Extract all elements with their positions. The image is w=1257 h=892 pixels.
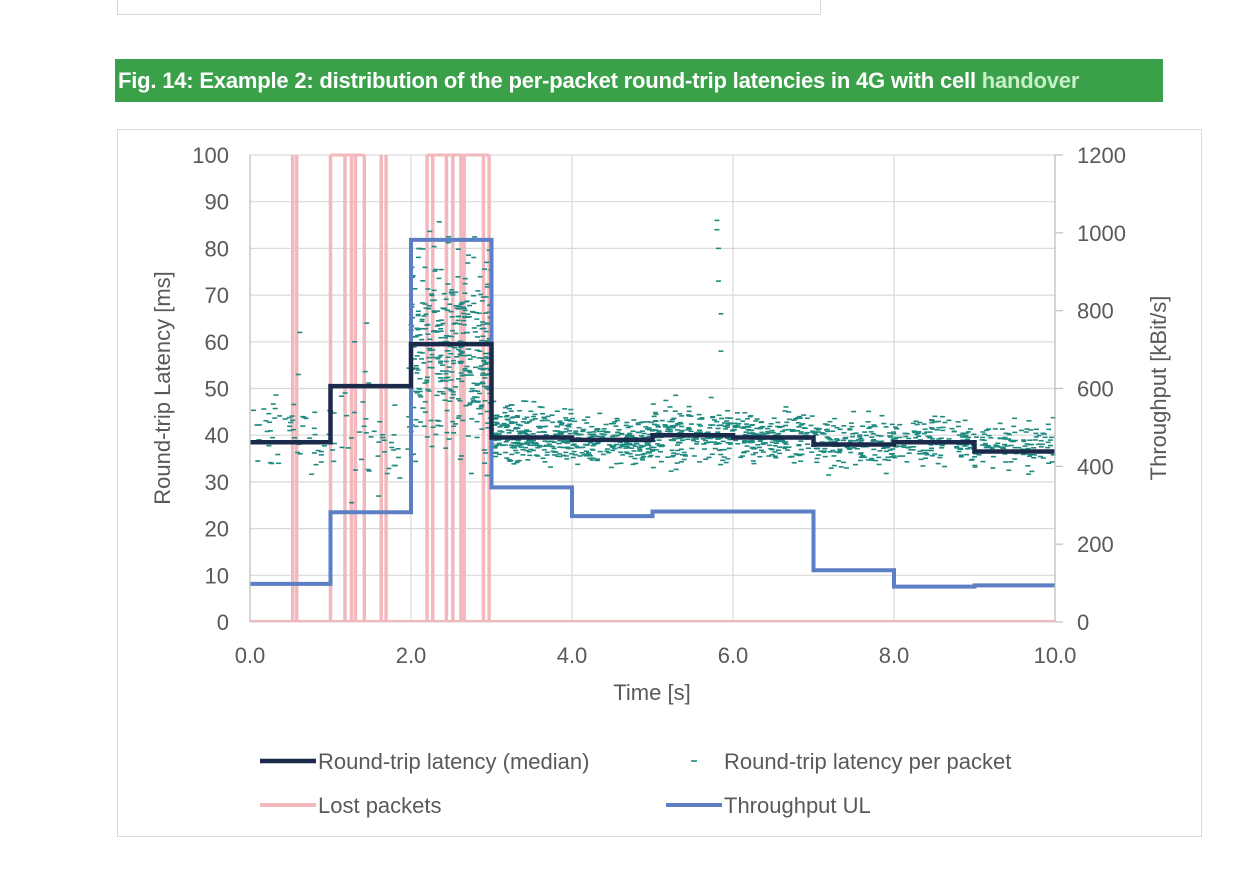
y-left-tick-label: 40 bbox=[205, 423, 229, 448]
x-tick-label: 4.0 bbox=[557, 643, 588, 668]
y-left-tick-label: 80 bbox=[205, 236, 229, 261]
y-right-tick-label: 400 bbox=[1077, 454, 1114, 479]
y-right-tick-label: 600 bbox=[1077, 377, 1114, 402]
axes: 0 10 20 30 40 50 60 70 80 90 100 0.0 2.0 4.0 6.0 8.0 10.… bbox=[150, 143, 1171, 705]
previous-figure-frame bbox=[117, 0, 821, 15]
caption-highlight: handover bbox=[981, 68, 1080, 93]
y-left-tick-label: 30 bbox=[205, 470, 229, 495]
y-right-tick-label: 200 bbox=[1077, 532, 1114, 557]
legend-label: Throughput UL bbox=[724, 793, 871, 818]
y-left-tick-label: 60 bbox=[205, 330, 229, 355]
x-tick-label: 2.0 bbox=[396, 643, 427, 668]
x-tick-label: 10.0 bbox=[1034, 643, 1077, 668]
x-axis-title: Time [s] bbox=[613, 680, 690, 705]
y-left-tick-label: 20 bbox=[205, 517, 229, 542]
throughput-line bbox=[250, 237, 1055, 589]
y-right-axis-title: Throughput [kBit/s] bbox=[1146, 296, 1171, 481]
x-tick-label: 6.0 bbox=[718, 643, 749, 668]
y-left-tick-label: 90 bbox=[205, 190, 229, 215]
y-left-tick-label: 70 bbox=[205, 283, 229, 308]
legend-label: Round-trip latency per packet bbox=[724, 749, 1011, 774]
y-left-tick-label: 50 bbox=[205, 377, 229, 402]
figure-caption: Fig. 14: Example 2: distribution of the … bbox=[115, 59, 1163, 102]
per-packet-layer bbox=[251, 219, 1056, 504]
y-left-tick-label: 0 bbox=[217, 610, 229, 635]
y-left-tick-label: 10 bbox=[205, 563, 229, 588]
grid bbox=[249, 154, 1056, 623]
legend-label: Lost packets bbox=[318, 793, 442, 818]
median-line bbox=[250, 341, 1055, 454]
y-right-tick-label: 1000 bbox=[1077, 221, 1126, 246]
x-tick-label: 8.0 bbox=[879, 643, 910, 668]
y-left-axis-title: Round-trip Latency [ms] bbox=[150, 271, 175, 505]
legend-label: Round-trip latency (median) bbox=[318, 749, 589, 774]
legend: Round-trip latency (median) Round-trip la… bbox=[260, 749, 1011, 818]
y-right-tick-label: 800 bbox=[1077, 299, 1114, 324]
lines-layer bbox=[250, 237, 1055, 589]
y-right-tick-label: 1200 bbox=[1077, 143, 1126, 168]
x-tick-label: 0.0 bbox=[235, 643, 266, 668]
y-left-tick-label: 100 bbox=[192, 143, 229, 168]
y-right-tick-label: 0 bbox=[1077, 610, 1089, 635]
caption-text: Fig. 14: Example 2: distribution of the … bbox=[118, 68, 976, 93]
